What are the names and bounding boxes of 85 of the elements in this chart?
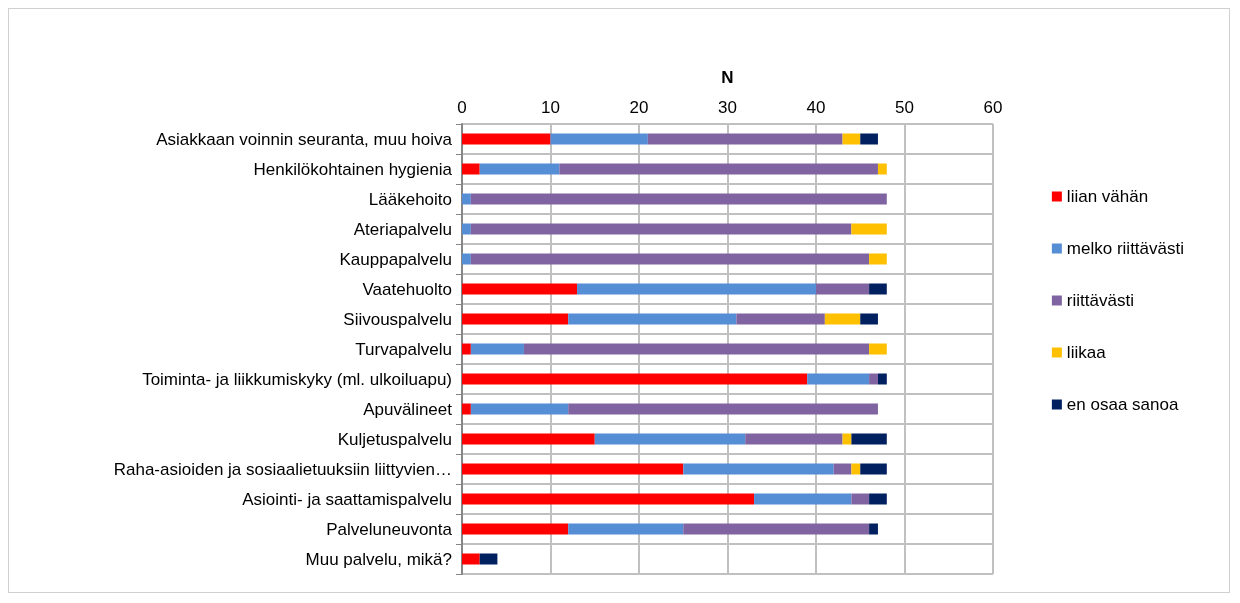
bar — [683, 523, 870, 535]
bar — [869, 373, 878, 385]
bar — [470, 223, 852, 235]
bar — [807, 373, 870, 385]
bar — [462, 493, 755, 505]
bar — [869, 493, 887, 505]
bar — [462, 133, 551, 145]
bar — [550, 133, 648, 145]
legend-label: liikaa — [1066, 343, 1107, 362]
bar — [462, 193, 471, 205]
x-tick-label: 50 — [895, 98, 914, 117]
y-tick-label: Siivouspalvelu — [343, 309, 452, 329]
y-tick-label: Palveluneuvonta — [326, 519, 453, 539]
x-tick-label: 30 — [718, 98, 737, 117]
bar — [736, 313, 825, 325]
bar — [683, 463, 834, 475]
bar — [462, 313, 569, 325]
y-tick-label: Kuljetuspalvelu — [337, 429, 452, 449]
legend-label: riittävästi — [1066, 291, 1134, 310]
bar — [754, 493, 852, 505]
bar — [462, 223, 471, 235]
bar — [462, 163, 480, 175]
bar — [462, 373, 808, 385]
y-tick-label: Kauppapalvelu — [339, 249, 452, 269]
bar — [568, 313, 737, 325]
bar — [462, 283, 578, 295]
bar — [594, 433, 746, 445]
y-tick-label: Ateriapalvelu — [353, 219, 452, 239]
legend-label: liian vähän — [1066, 187, 1149, 206]
y-tick-label: Asiakkaan voinnin seuranta, muu hoiva — [156, 129, 453, 149]
bar — [470, 193, 887, 205]
bar — [577, 283, 816, 295]
bar — [851, 433, 887, 445]
bar — [462, 523, 569, 535]
bar — [816, 283, 870, 295]
bar — [877, 373, 887, 385]
legend-label: en osaa sanoa — [1066, 395, 1179, 414]
y-tick-label: Turvapalvelu — [355, 339, 452, 359]
bar — [470, 403, 569, 415]
bar — [470, 343, 524, 355]
bar — [833, 463, 852, 475]
y-tick-label: Vaatehuolto — [362, 279, 452, 299]
bar — [479, 553, 498, 565]
bar — [842, 433, 852, 445]
x-tick-label: 60 — [983, 98, 1003, 117]
bar — [869, 253, 887, 265]
bar — [851, 463, 861, 475]
bar — [523, 343, 870, 355]
bar — [568, 523, 684, 535]
bar — [869, 283, 887, 295]
bar — [860, 463, 887, 475]
bar — [869, 343, 887, 355]
bar — [869, 523, 878, 535]
bar — [851, 223, 887, 235]
y-tick-label: Asiointi- ja saattamispalvelu — [242, 489, 452, 509]
bar — [470, 253, 870, 265]
bar — [462, 433, 595, 445]
x-tick-label: 40 — [806, 98, 826, 117]
bar — [745, 433, 843, 445]
x-tick-label: 20 — [629, 98, 649, 117]
bar — [860, 133, 878, 145]
bar — [559, 163, 878, 175]
x-axis-title: N — [721, 68, 734, 87]
bar — [860, 313, 878, 325]
bar — [824, 313, 861, 325]
y-tick-label: Raha-asioiden ja sosiaalietuuksiin liittyvien… — [113, 459, 452, 479]
y-tick-label: Apuvälineet — [363, 399, 453, 419]
bar — [462, 553, 480, 565]
y-tick-label: Lääkehoito — [368, 189, 452, 209]
y-tick-label: Toiminta- ja liikkumiskyky (ml. ulkoiluapu) — [142, 369, 452, 389]
x-tick-label: 10 — [541, 98, 560, 117]
bar — [479, 163, 560, 175]
legend-label: melko riittävästi — [1066, 239, 1184, 258]
bar — [568, 403, 878, 415]
bar — [462, 463, 684, 475]
bar — [851, 493, 870, 505]
bar — [877, 163, 887, 175]
bar — [647, 133, 843, 145]
x-tick-label: 0 — [457, 98, 467, 117]
y-tick-label: Henkilökohtainen hygienia — [253, 159, 453, 179]
bar — [462, 343, 471, 355]
bar — [462, 403, 471, 415]
y-tick-label: Muu palvelu, mikä? — [305, 549, 452, 569]
bar — [842, 133, 861, 145]
bar — [462, 253, 471, 265]
